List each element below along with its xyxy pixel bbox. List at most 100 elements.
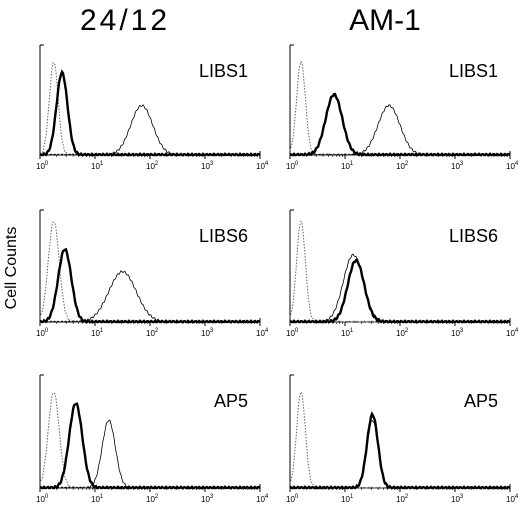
tick-exponent: 2: [155, 328, 159, 334]
tick-base: 10: [36, 495, 45, 504]
tick-base: 10: [36, 329, 45, 338]
x-tick-label: 103: [451, 328, 464, 338]
panel-label: LIBS6: [449, 226, 498, 246]
x-tick-label: 102: [146, 161, 159, 171]
tick-exponent: 4: [265, 494, 269, 500]
tick-exponent: 4: [265, 328, 269, 334]
tick-base: 10: [91, 329, 100, 338]
tick-exponent: 3: [460, 328, 464, 334]
tick-exponent: 2: [405, 494, 409, 500]
tick-base: 10: [506, 495, 515, 504]
tick-base: 10: [91, 495, 100, 504]
tick-exponent: 0: [45, 328, 49, 334]
x-tick-label: 103: [201, 161, 214, 171]
tick-exponent: 1: [100, 161, 104, 167]
tick-base: 10: [201, 495, 210, 504]
tick-exponent: 4: [515, 161, 519, 167]
tick-exponent: 0: [45, 494, 49, 500]
tick-base: 10: [146, 329, 155, 338]
histogram-curve: [39, 247, 261, 324]
y-axis-label: Cell Counts: [3, 227, 20, 310]
tick-exponent: 2: [405, 161, 409, 167]
x-tick-label: 102: [396, 161, 409, 171]
tick-base: 10: [341, 329, 350, 338]
histogram-curve: [289, 258, 511, 324]
tick-exponent: 3: [210, 161, 214, 167]
x-tick-label: 100: [286, 328, 299, 338]
tick-exponent: 3: [460, 161, 464, 167]
tick-exponent: 2: [155, 161, 159, 167]
panel-label: AP5: [214, 391, 248, 411]
histogram-curve: [39, 104, 260, 156]
histogram-curve: [289, 419, 510, 489]
histogram-curve: [39, 270, 260, 323]
tick-base: 10: [341, 162, 350, 171]
tick-exponent: 2: [405, 328, 409, 334]
histogram-curve: [289, 411, 511, 490]
tick-base: 10: [341, 495, 350, 504]
tick-base: 10: [451, 495, 460, 504]
x-tick-label: 104: [256, 328, 269, 338]
tick-base: 10: [286, 329, 295, 338]
tick-exponent: 0: [45, 161, 49, 167]
tick-exponent: 0: [295, 328, 299, 334]
x-tick-label: 101: [91, 494, 104, 504]
x-tick-label: 104: [256, 161, 269, 171]
tick-base: 10: [396, 162, 405, 171]
tick-exponent: 3: [460, 494, 464, 500]
tick-exponent: 1: [100, 328, 104, 334]
tick-base: 10: [36, 162, 45, 171]
panel-label: LIBS6: [199, 226, 248, 246]
tick-exponent: 4: [515, 328, 519, 334]
tick-base: 10: [396, 329, 405, 338]
histogram-curve: [39, 392, 261, 489]
x-tick-label: 103: [451, 161, 464, 171]
x-tick-label: 100: [36, 328, 49, 338]
x-tick-label: 100: [36, 161, 49, 171]
tick-exponent: 1: [100, 494, 104, 500]
tick-base: 10: [201, 329, 210, 338]
tick-exponent: 1: [350, 494, 354, 500]
tick-base: 10: [256, 329, 265, 338]
x-tick-label: 101: [341, 494, 354, 504]
tick-base: 10: [506, 329, 515, 338]
x-tick-label: 101: [91, 161, 104, 171]
x-tick-label: 104: [506, 328, 519, 338]
tick-exponent: 4: [515, 494, 519, 500]
tick-base: 10: [451, 329, 460, 338]
x-tick-label: 100: [286, 494, 299, 504]
histogram-curve: [39, 419, 260, 489]
column-title: AM-1: [349, 4, 421, 37]
tick-exponent: 3: [210, 328, 214, 334]
histogram-curve: [39, 402, 261, 490]
histogram-curve: [289, 104, 510, 156]
tick-base: 10: [451, 162, 460, 171]
tick-base: 10: [146, 162, 155, 171]
panel-label: LIBS1: [449, 61, 498, 81]
tick-exponent: 3: [210, 494, 214, 500]
x-tick-label: 102: [396, 494, 409, 504]
tick-base: 10: [201, 162, 210, 171]
tick-base: 10: [286, 162, 295, 171]
tick-base: 10: [256, 495, 265, 504]
tick-base: 10: [506, 162, 515, 171]
x-tick-label: 102: [146, 494, 159, 504]
x-tick-label: 101: [341, 328, 354, 338]
histogram-curve: [289, 253, 510, 323]
tick-base: 10: [91, 162, 100, 171]
x-tick-label: 103: [201, 494, 214, 504]
tick-base: 10: [256, 162, 265, 171]
x-tick-label: 100: [286, 161, 299, 171]
x-tick-label: 104: [256, 494, 269, 504]
tick-exponent: 1: [350, 161, 354, 167]
histogram-curve: [289, 60, 511, 156]
column-title: 24/12: [80, 4, 170, 37]
x-tick-label: 100: [36, 494, 49, 504]
tick-base: 10: [286, 495, 295, 504]
tick-exponent: 0: [295, 494, 299, 500]
